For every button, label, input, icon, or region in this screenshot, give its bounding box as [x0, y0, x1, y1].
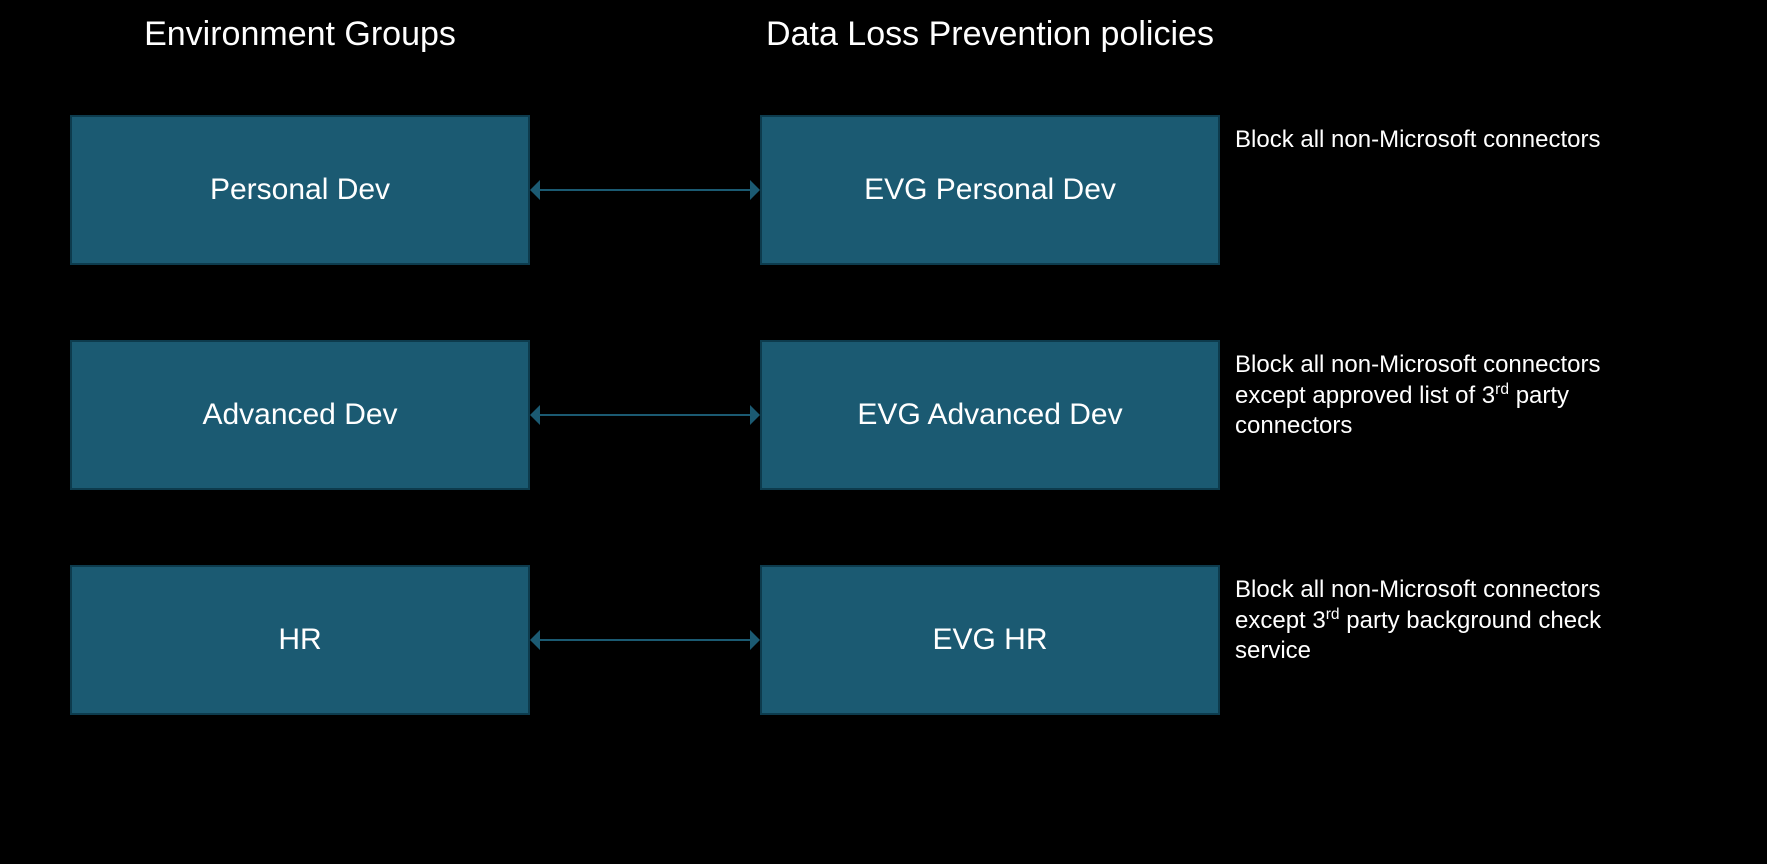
dlp-policy-annotation: Block all non-Microsoft connectors excep… — [1235, 575, 1655, 666]
env-group-label: Personal Dev — [210, 173, 390, 207]
env-group-box: Advanced Dev — [70, 340, 530, 490]
diagram-stage: Environment Groups Data Loss Prevention … — [0, 0, 1767, 864]
column-heading-left: Environment Groups — [144, 15, 456, 54]
env-group-box: Personal Dev — [70, 115, 530, 265]
dlp-policy-box: EVG HR — [760, 565, 1220, 715]
dlp-policy-box: EVG Advanced Dev — [760, 340, 1220, 490]
dlp-policy-annotation: Block all non-Microsoft connectors — [1235, 125, 1655, 155]
column-heading-right: Data Loss Prevention policies — [766, 15, 1214, 54]
dlp-policy-label: EVG HR — [932, 623, 1047, 657]
dlp-policy-label: EVG Advanced Dev — [857, 398, 1122, 432]
env-group-label: Advanced Dev — [202, 398, 397, 432]
dlp-policy-box: EVG Personal Dev — [760, 115, 1220, 265]
env-group-box: HR — [70, 565, 530, 715]
dlp-policy-annotation: Block all non-Microsoft connectors excep… — [1235, 350, 1655, 441]
dlp-policy-label: EVG Personal Dev — [864, 173, 1116, 207]
env-group-label: HR — [278, 623, 321, 657]
